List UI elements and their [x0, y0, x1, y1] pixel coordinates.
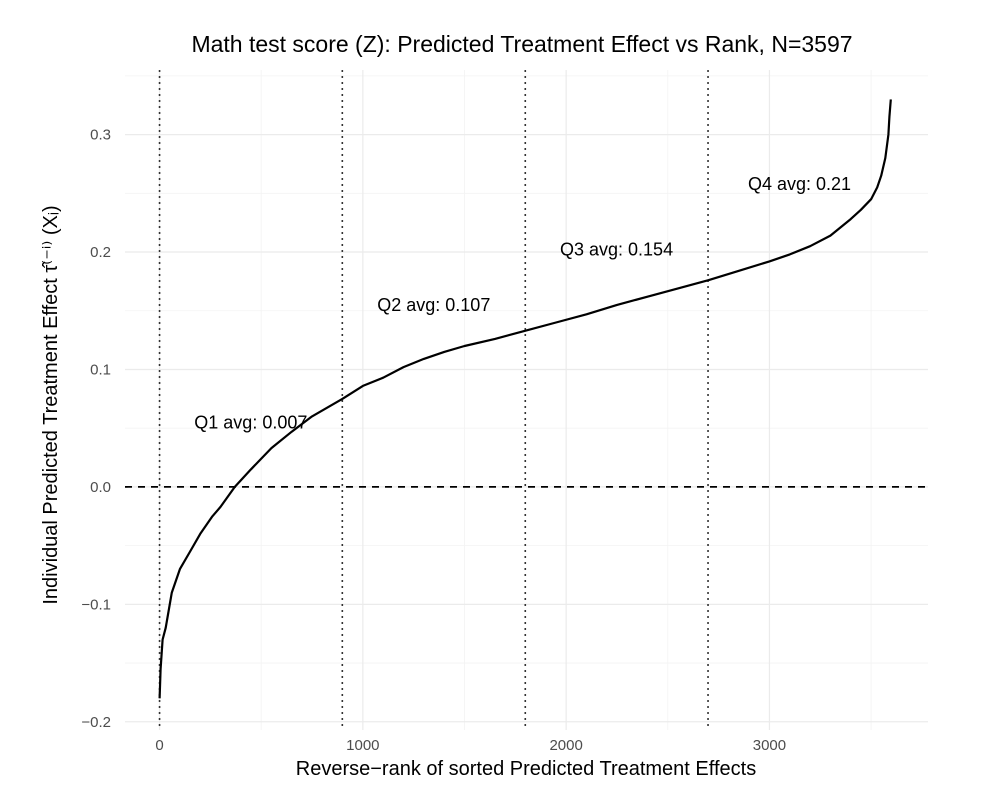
y-tick-label: 0.0 — [90, 479, 111, 496]
y-tick-label: 0.1 — [90, 361, 111, 378]
series-line — [158, 99, 892, 699]
quartile-average-label: Q3 avg: 0.154 — [560, 240, 673, 260]
x-tick-label: 1000 — [346, 737, 379, 754]
y-tick-label: 0.3 — [90, 127, 111, 144]
x-axis-ticks: 0 1000 2000 3000 — [155, 737, 786, 754]
major-grid — [125, 70, 928, 730]
quartile-average-label: Q4 avg: 0.21 — [748, 174, 851, 194]
chart-title: Math test score (Z): Predicted Treatment… — [191, 31, 852, 57]
y-axis-ticks: −0.2 −0.1 0.0 0.1 0.2 0.3 — [81, 127, 111, 731]
x-tick-label: 3000 — [753, 737, 786, 754]
y-tick-label: −0.2 — [81, 714, 111, 731]
quartile-annotations: Q1 avg: 0.007 Q2 avg: 0.107 Q3 avg: 0.154 Q… — [194, 174, 851, 432]
y-tick-label: −0.1 — [81, 596, 111, 613]
minor-grid — [125, 70, 928, 730]
x-tick-label: 2000 — [549, 737, 582, 754]
quartile-average-label: Q1 avg: 0.007 — [194, 412, 307, 432]
y-tick-label: 0.2 — [90, 244, 111, 261]
y-axis-title: Individual Predicted Treatment Effect τ̂… — [40, 205, 62, 604]
quartile-average-label: Q2 avg: 0.107 — [377, 295, 490, 315]
x-axis-title: Reverse−rank of sorted Predicted Treatme… — [296, 758, 756, 780]
quartile-dividers — [158, 70, 709, 730]
x-tick-label: 0 — [155, 737, 163, 754]
